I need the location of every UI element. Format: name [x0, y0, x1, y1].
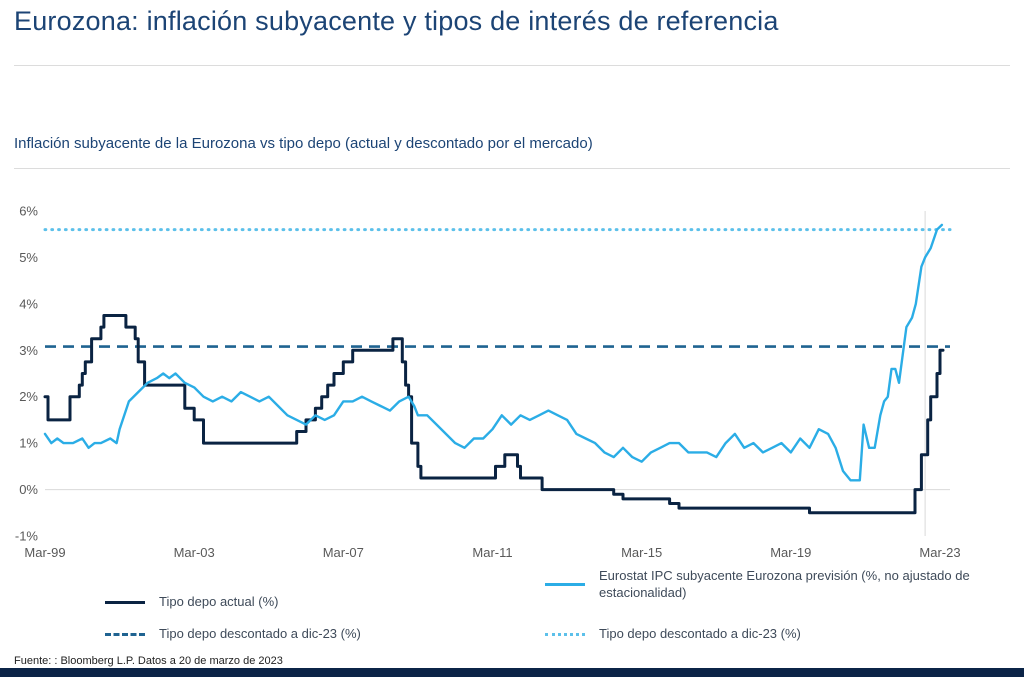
y-axis-tick-label: -1% — [15, 529, 39, 544]
x-axis-tick-label: Mar-07 — [323, 545, 364, 560]
legend-label: Tipo depo actual (%) — [159, 594, 279, 609]
top-divider — [14, 65, 1010, 66]
legend-label: Eurostat IPC subyacente Eurozona previsi… — [599, 568, 970, 600]
chart-legend: Tipo depo actual (%) Eurostat IPC subyac… — [0, 566, 1024, 658]
y-axis-tick-label: 4% — [19, 296, 38, 311]
dashed-navy-line-swatch-icon — [105, 632, 145, 636]
x-axis-tick-label: Mar-03 — [174, 545, 215, 560]
y-axis-tick-label: 2% — [19, 389, 38, 404]
y-axis-tick-label: 1% — [19, 436, 38, 451]
x-axis-tick-label: Mar-11 — [472, 545, 512, 560]
bottom-accent-bar — [0, 668, 1024, 677]
series-line-1 — [43, 223, 944, 482]
series-line-0 — [43, 314, 945, 515]
x-axis-tick-label: Mar-15 — [621, 545, 662, 560]
y-axis-tick-label: 6% — [19, 204, 38, 219]
y-axis-tick-label: 0% — [19, 482, 38, 497]
legend-item-tipo-depo-actual: Tipo depo actual (%) — [105, 594, 278, 611]
chart-svg: 6% 5% 4% 3% 2% 1% 0% -1%Mar-99 Mar-03 Mar-07 Mar-1… — [15, 204, 961, 561]
dotted-blue-line-swatch-icon — [545, 632, 585, 636]
chart-subtitle: Inflación subyacente de la Eurozona vs t… — [14, 135, 593, 152]
solid-blue-line-swatch-icon — [545, 583, 585, 587]
x-axis-tick-label: Mar-99 — [24, 545, 65, 560]
legend-item-tipo-depo-descontado-navy: Tipo depo descontado a dic-23 (%) — [105, 626, 361, 643]
legend-label: Tipo depo descontado a dic-23 (%) — [159, 626, 361, 641]
y-axis-tick-label: 3% — [19, 343, 38, 358]
source-note: Fuente: : Bloomberg L.P. Datos a 20 de m… — [14, 655, 283, 667]
legend-label: Tipo depo descontado a dic-23 (%) — [599, 626, 801, 641]
x-axis-tick-label: Mar-23 — [919, 545, 960, 560]
page-title: Eurozona: inflación subyacente y tipos d… — [14, 6, 779, 36]
legend-item-tipo-depo-descontado-blue: Tipo depo descontado a dic-23 (%) — [545, 626, 801, 643]
subtitle-divider — [14, 168, 1010, 169]
legend-item-eurostat-ipc: Eurostat IPC subyacente Eurozona previsi… — [545, 568, 975, 602]
solid-navy-line-swatch-icon — [105, 600, 145, 604]
y-axis-tick-label: 5% — [19, 250, 38, 265]
x-axis-tick-label: Mar-19 — [770, 545, 811, 560]
